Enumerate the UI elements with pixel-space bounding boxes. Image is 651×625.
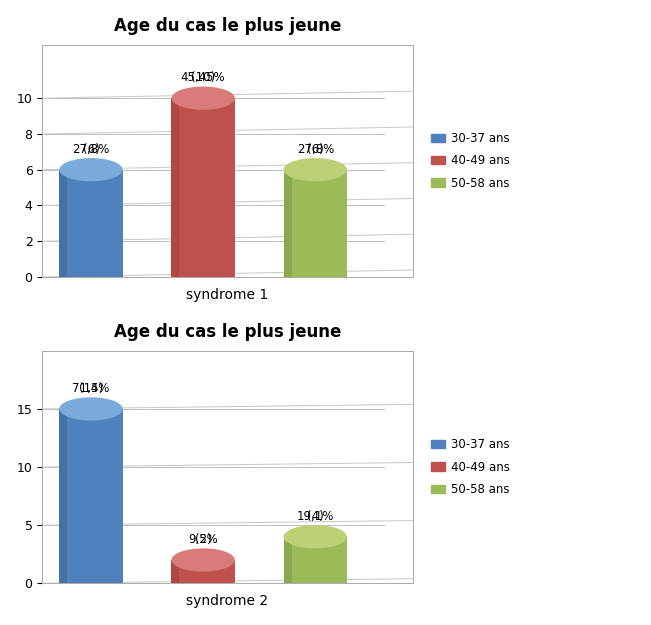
Text: 71,4%: 71,4% xyxy=(72,382,110,395)
Text: (10): (10) xyxy=(191,56,215,84)
Bar xyxy=(284,537,347,583)
Title: Age du cas le plus jeune: Age du cas le plus jeune xyxy=(114,17,341,34)
Ellipse shape xyxy=(59,158,122,181)
Ellipse shape xyxy=(171,87,235,110)
Bar xyxy=(284,170,292,277)
Bar xyxy=(59,409,67,583)
Ellipse shape xyxy=(284,158,347,181)
Ellipse shape xyxy=(171,572,235,595)
Ellipse shape xyxy=(171,548,235,572)
Ellipse shape xyxy=(284,266,347,289)
Bar xyxy=(171,560,180,583)
Bar xyxy=(284,537,292,583)
Text: 27,8%: 27,8% xyxy=(72,142,109,156)
Bar xyxy=(284,170,347,277)
Bar xyxy=(171,98,235,277)
Ellipse shape xyxy=(284,525,347,548)
Ellipse shape xyxy=(59,398,122,421)
Text: 9,5%: 9,5% xyxy=(188,533,218,546)
Text: (15): (15) xyxy=(79,367,103,395)
Text: (6): (6) xyxy=(307,127,324,156)
Text: 45,45%: 45,45% xyxy=(181,71,225,84)
Text: (6): (6) xyxy=(83,127,100,156)
Text: (4): (4) xyxy=(307,495,324,522)
Bar xyxy=(171,98,180,277)
Ellipse shape xyxy=(171,266,235,289)
Bar xyxy=(59,170,67,277)
X-axis label: syndrome 2: syndrome 2 xyxy=(186,594,269,608)
Text: 19,1%: 19,1% xyxy=(297,510,334,522)
Bar xyxy=(59,170,122,277)
X-axis label: syndrome 1: syndrome 1 xyxy=(186,288,269,302)
Bar xyxy=(171,560,235,583)
Bar xyxy=(59,409,122,583)
Text: (2): (2) xyxy=(195,518,212,546)
Text: 27,8%: 27,8% xyxy=(297,142,334,156)
Ellipse shape xyxy=(284,572,347,595)
Legend: 30-37 ans, 40-49 ans, 50-58 ans: 30-37 ans, 40-49 ans, 50-58 ans xyxy=(426,433,514,501)
Ellipse shape xyxy=(59,266,122,289)
Ellipse shape xyxy=(59,572,122,595)
Title: Age du cas le plus jeune: Age du cas le plus jeune xyxy=(114,323,341,341)
Legend: 30-37 ans, 40-49 ans, 50-58 ans: 30-37 ans, 40-49 ans, 50-58 ans xyxy=(426,127,514,194)
